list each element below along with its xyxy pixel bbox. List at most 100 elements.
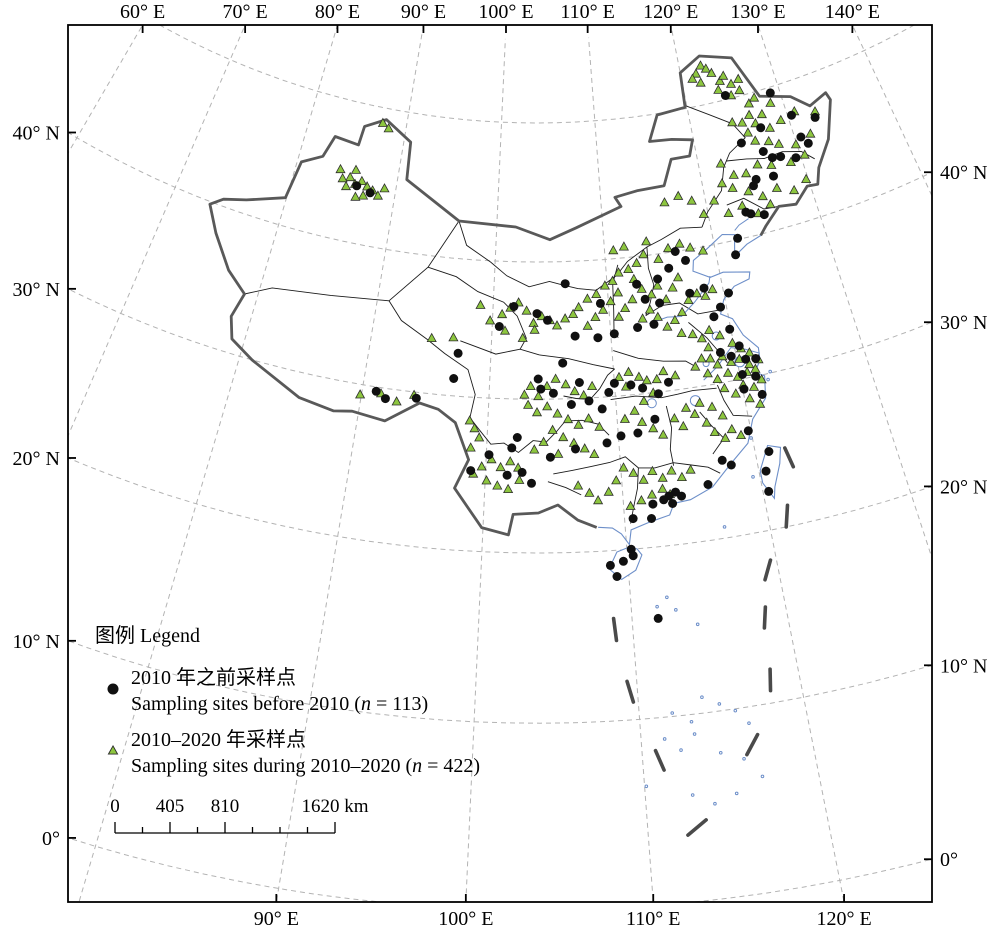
sampling-point-before-2010 — [764, 447, 774, 456]
sampling-point-during-2010-2020 — [741, 167, 752, 178]
sampling-point-during-2010-2020 — [733, 73, 744, 83]
sampling-point-before-2010 — [380, 394, 390, 404]
axis-tick-label: 0° — [42, 828, 60, 850]
sampling-point-during-2010-2020 — [623, 263, 634, 273]
sampling-point-during-2010-2020 — [676, 327, 687, 337]
islet — [718, 750, 723, 755]
nine-dash-segment — [763, 558, 773, 582]
province-border-line — [458, 220, 703, 291]
sampling-point-before-2010 — [726, 351, 736, 361]
province-border-line — [685, 105, 746, 228]
sampling-point-before-2010 — [717, 455, 727, 465]
sampling-point-during-2010-2020 — [568, 308, 579, 318]
sampling-point-before-2010 — [653, 389, 663, 399]
sampling-point-during-2010-2020 — [383, 123, 394, 133]
sampling-point-before-2010 — [566, 400, 576, 409]
legend-item-1-en-var: n — [361, 693, 371, 715]
sampling-point-during-2010-2020 — [637, 416, 648, 426]
axis-tick-label: 10° N — [940, 655, 987, 677]
sampling-point-before-2010 — [632, 279, 642, 289]
sampling-point-during-2010-2020 — [715, 158, 726, 168]
axis-tick-label: 20° N — [13, 448, 60, 470]
sampling-point-before-2010 — [791, 153, 801, 163]
sampling-point-during-2010-2020 — [725, 78, 737, 88]
national-boundary-line — [208, 54, 832, 537]
graticule-meridian — [757, 25, 932, 560]
sampling-point-before-2010 — [803, 138, 813, 148]
sampling-point-during-2010-2020 — [805, 128, 816, 138]
sampling-point-during-2010-2020 — [707, 283, 718, 294]
sampling-point-before-2010 — [734, 341, 744, 351]
islet — [674, 608, 678, 612]
sampling-point-before-2010 — [776, 152, 786, 162]
sampling-point-during-2010-2020 — [587, 380, 598, 390]
sampling-point-before-2010 — [653, 274, 663, 284]
sampling-point-during-2010-2020 — [686, 195, 697, 205]
islet — [760, 774, 765, 779]
sampling-point-during-2010-2020 — [720, 432, 731, 442]
sampling-point-during-2010-2020 — [514, 474, 525, 484]
nine-dash-segment — [611, 616, 619, 643]
province-border-line — [388, 300, 476, 418]
sampling-point-before-2010 — [618, 556, 628, 566]
sampling-point-during-2010-2020 — [756, 108, 767, 119]
sampling-point-during-2010-2020 — [706, 401, 718, 411]
sampling-point-during-2010-2020 — [505, 456, 516, 466]
sampling-point-during-2010-2020 — [687, 73, 698, 83]
islet — [717, 702, 722, 706]
legend-item-1-label-en: Sampling sites before 2010 (n = 113) — [131, 693, 428, 715]
sampling-point-during-2010-2020 — [476, 461, 487, 471]
sampling-point-during-2010-2020 — [669, 412, 680, 423]
sampling-point-during-2010-2020 — [712, 373, 723, 383]
graticule-meridian — [465, 38, 506, 902]
sampling-point-before-2010 — [731, 250, 741, 260]
axis-tick-label: 40° N — [940, 162, 987, 184]
sampling-point-before-2010 — [616, 431, 626, 441]
sampling-point-during-2010-2020 — [744, 392, 755, 403]
sampling-point-before-2010 — [609, 378, 619, 388]
coastline — [598, 233, 767, 547]
axis-tick-label: 110° E — [560, 1, 614, 23]
sampling-point-before-2010 — [484, 450, 494, 460]
nine-dash-segment — [783, 446, 796, 469]
nine-dash-line — [611, 446, 796, 837]
sampling-point-during-2010-2020 — [713, 84, 724, 94]
sampling-point-during-2010-2020 — [608, 244, 619, 255]
nine-dash-segment — [686, 818, 708, 837]
sampling-point-before-2010 — [605, 560, 615, 570]
sampling-point-during-2010-2020 — [605, 295, 616, 306]
sampling-point-during-2010-2020 — [703, 341, 714, 352]
sampling-point-during-2010-2020 — [742, 127, 753, 137]
sampling-point-during-2010-2020 — [391, 396, 402, 406]
sampling-point-during-2010-2020 — [636, 283, 647, 293]
axis-tick-label: 100° E — [478, 1, 533, 23]
islet — [722, 525, 727, 529]
sampling-point-during-2010-2020 — [638, 474, 649, 484]
sampling-point-during-2010-2020 — [358, 190, 369, 200]
sampling-point-during-2010-2020 — [573, 419, 584, 429]
sampling-point-during-2010-2020 — [558, 431, 569, 442]
sampling-point-before-2010 — [736, 138, 746, 148]
sampling-point-during-2010-2020 — [552, 408, 563, 418]
province-border-line — [244, 287, 390, 302]
sampling-point-during-2010-2020 — [744, 109, 755, 119]
nine-dash-segment — [745, 732, 760, 757]
sampling-point-during-2010-2020 — [719, 382, 730, 393]
graticule-meridian — [78, 25, 338, 902]
axis-tick-label: 60° E — [120, 1, 165, 23]
sampling-point-during-2010-2020 — [519, 389, 530, 399]
sampling-point-during-2010-2020 — [701, 417, 712, 427]
province-border-line — [388, 220, 460, 302]
sampling-point-during-2010-2020 — [582, 320, 593, 330]
sampling-point-before-2010 — [699, 283, 709, 293]
sampling-point-during-2010-2020 — [799, 149, 810, 159]
sampling-point-during-2010-2020 — [730, 388, 741, 398]
sampling-point-before-2010 — [664, 263, 674, 273]
sampling-point-during-2010-2020 — [560, 378, 571, 389]
nine-dash-segment — [762, 605, 768, 630]
sampling-point-before-2010 — [664, 377, 673, 387]
sampling-point-before-2010 — [638, 383, 648, 393]
sampling-point-during-2010-2020 — [379, 183, 390, 193]
sampling-point-during-2010-2020 — [695, 60, 706, 70]
sampling-point-during-2010-2020 — [547, 424, 558, 434]
